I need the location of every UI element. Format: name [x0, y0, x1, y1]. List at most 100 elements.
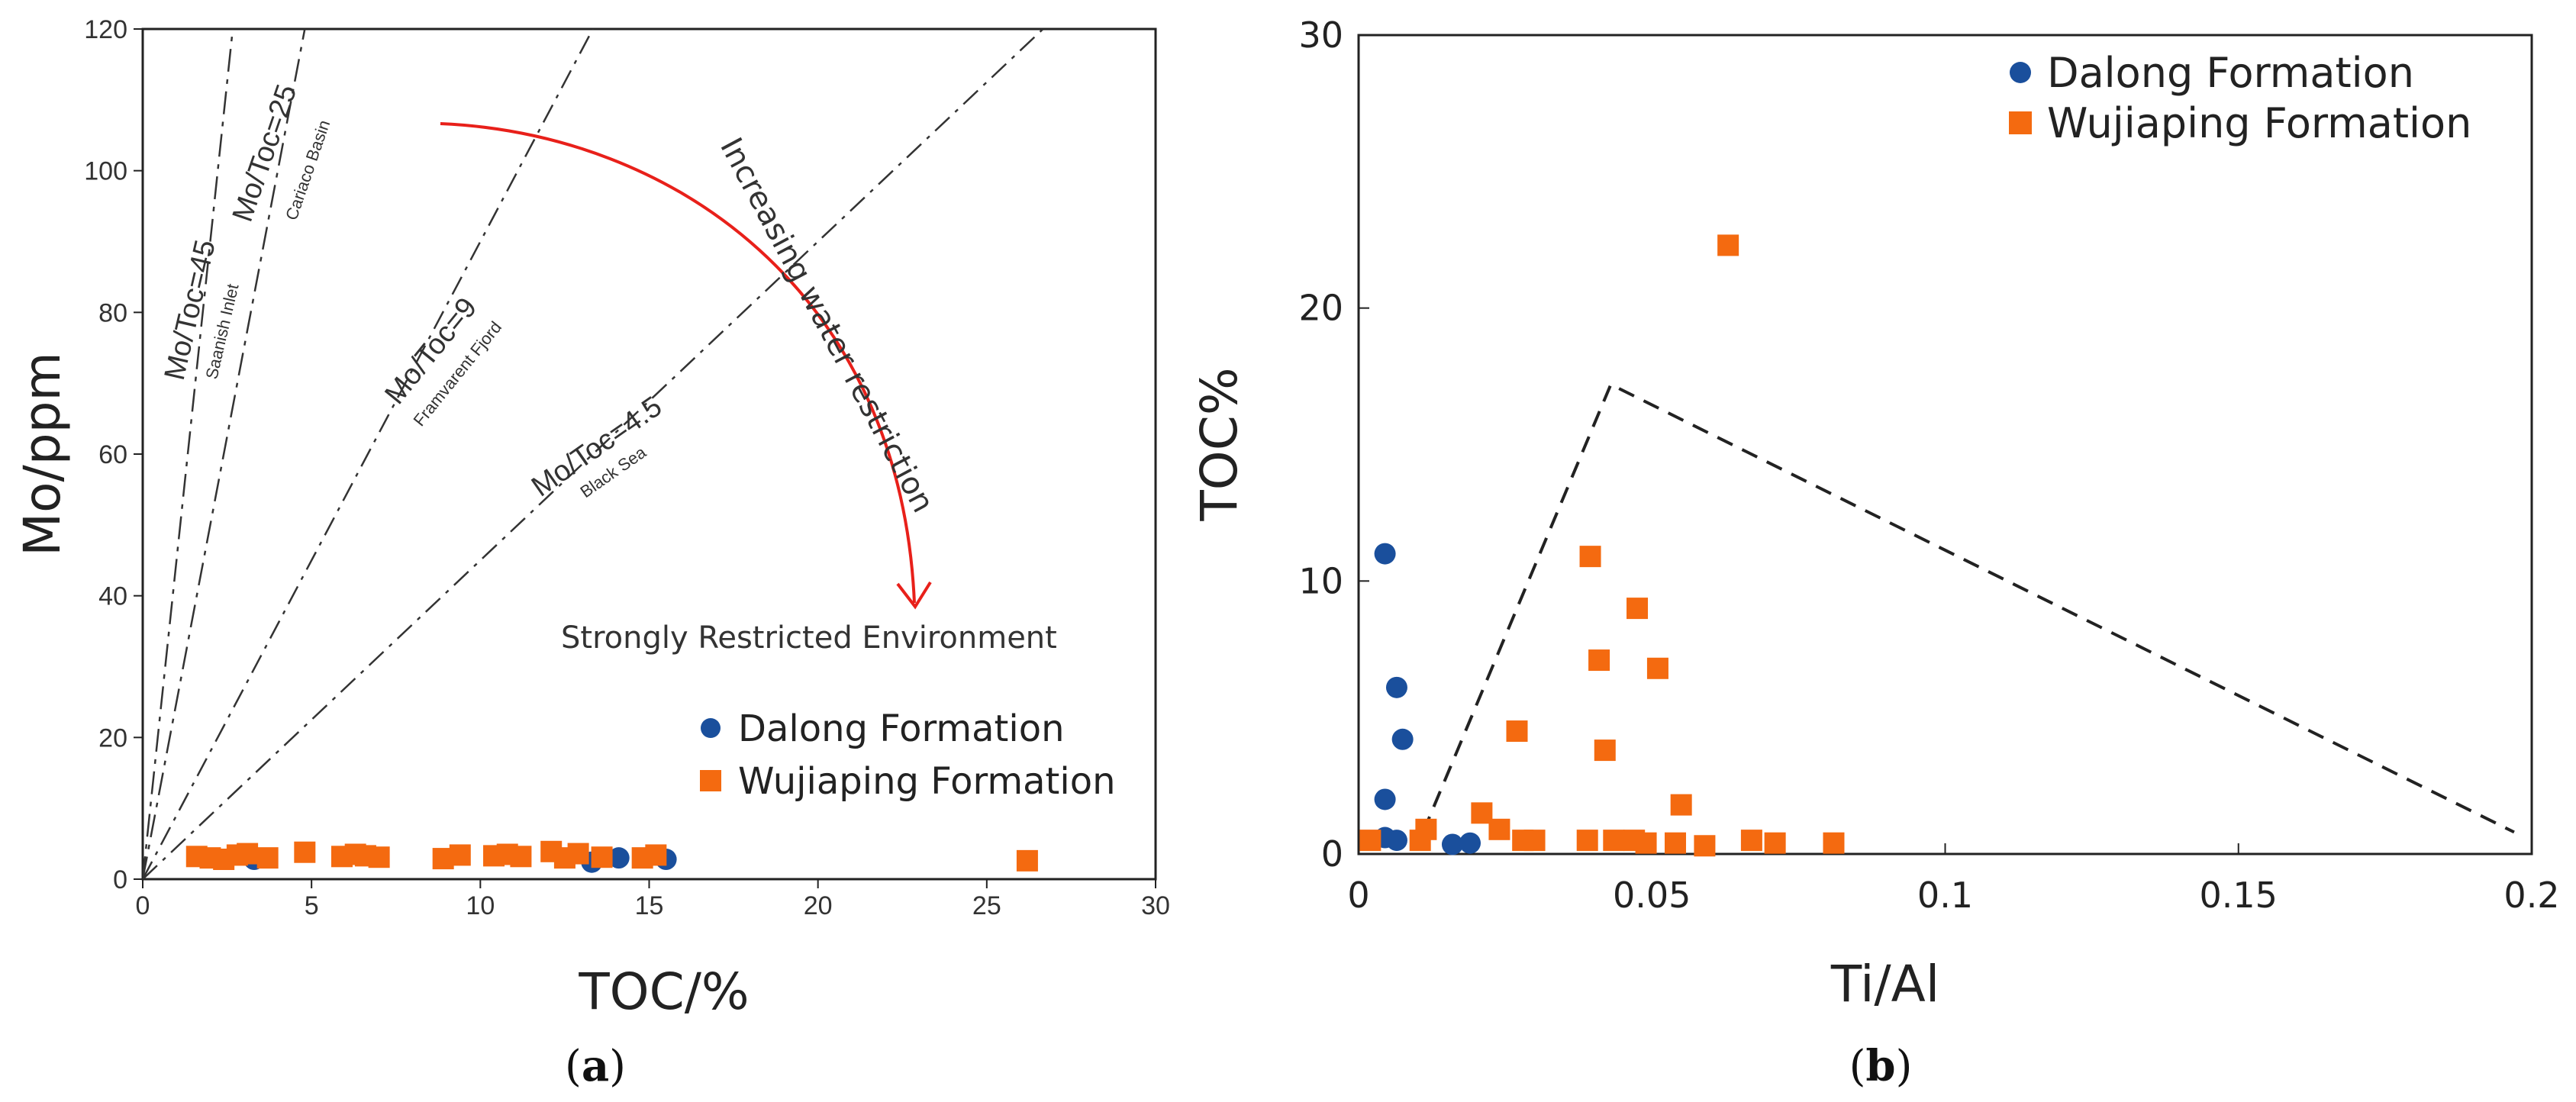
panel-a-y-axis-label: Mo/ppm [13, 352, 72, 556]
a-point-wujiaping [510, 846, 532, 868]
reference-line-45 [143, 29, 234, 879]
b-point-wujiaping [1523, 830, 1546, 852]
b-point-wujiaping [1488, 818, 1510, 840]
reference-line-4.5 [143, 29, 1044, 879]
legend-wujiaping-marker [700, 770, 721, 791]
b-xtick-label: 0.1 [1917, 875, 1973, 916]
legend-b-wujiaping-label: Wujiaping Formation [2047, 99, 2471, 147]
reference-line-25 [143, 29, 306, 879]
a-xtick-label: 15 [635, 891, 664, 920]
b-point-wujiaping [1646, 657, 1668, 679]
b-point-dalong [1374, 543, 1396, 565]
a-point-wujiaping [567, 843, 589, 865]
b-point-wujiaping [1717, 234, 1739, 256]
panel-b-x-axis-label: Ti/Al [1830, 955, 1939, 1013]
restriction-arrow-curve [440, 122, 916, 604]
b-point-wujiaping [1576, 830, 1598, 852]
strongly-restricted-environment-label: Strongly Restricted Environment [561, 620, 1057, 656]
b-point-dalong [1459, 832, 1481, 854]
b-ytick-label: 0 [1321, 833, 1343, 875]
reference-line-9 [143, 29, 594, 879]
b-point-wujiaping [1764, 832, 1786, 854]
legend-b-dalong-marker [2010, 62, 2031, 83]
b-point-wujiaping [1359, 830, 1381, 852]
b-point-dalong [1385, 676, 1407, 698]
a-ytick-label: 0 [113, 865, 127, 894]
caption-letter-b: b [1865, 1041, 1895, 1091]
b-point-dalong [1385, 830, 1407, 852]
b-point-wujiaping [1627, 598, 1649, 620]
b-ytick-label: 20 [1298, 288, 1343, 329]
panel-b-y-axis-label: TOC% [1190, 367, 1249, 521]
b-point-wujiaping [1635, 832, 1657, 854]
a-point-wujiaping [1016, 849, 1038, 872]
a-point-wujiaping [294, 841, 316, 863]
panel-a: 0 5 10 15 20 25 30 0 20 40 60 80 100 120 Mo/Toc=45 Sa… [13, 15, 1170, 1091]
caption-close-paren: ) [609, 1042, 626, 1091]
b-xtick-label: 0.15 [2200, 875, 2278, 916]
b-ytick-label: 30 [1298, 14, 1343, 56]
b-point-wujiaping [1579, 546, 1601, 568]
ref-sublabel-cariaco-basin: Cariaco Basin [282, 118, 334, 223]
b-point-wujiaping [1594, 740, 1616, 762]
a-ytick-label: 60 [98, 440, 127, 469]
a-ytick-label: 40 [98, 582, 127, 611]
panel-a-plot-frame [141, 27, 1157, 881]
a-xtick-label: 25 [972, 891, 1001, 920]
panel-b-dashed-envelope [1421, 382, 2515, 834]
panel-b-caption: (b) [1849, 1041, 1913, 1091]
b-point-wujiaping [1415, 818, 1437, 840]
b-point-wujiaping [1694, 835, 1716, 857]
panel-a-caption: (a) [565, 1041, 626, 1091]
panel-b-ticks: 0 0.05 0.1 0.15 0.2 0 10 20 30 [1298, 14, 2559, 916]
a-ytick-label: 20 [98, 723, 127, 752]
a-point-wujiaping [449, 844, 471, 866]
a-xtick-label: 10 [466, 891, 495, 920]
panel-b-data-points [1359, 234, 1845, 857]
b-point-wujiaping [1823, 832, 1845, 854]
legend-dalong-label: Dalong Formation [738, 707, 1065, 750]
a-point-wujiaping [368, 846, 390, 868]
panel-b-legend: Dalong Formation Wujiaping Formation [2009, 49, 2471, 147]
panel-b: 0 0.05 0.1 0.15 0.2 0 10 20 30 Dalong Formation … [1190, 14, 2560, 1091]
panel-b-plot-frame [1357, 34, 2533, 856]
a-xtick-label: 0 [136, 891, 150, 920]
b-point-wujiaping [1740, 830, 1762, 852]
legend-wujiaping-label: Wujiaping Formation [738, 760, 1115, 803]
a-point-dalong [608, 847, 630, 869]
a-xtick-label: 5 [305, 891, 319, 920]
a-xtick-label: 20 [804, 891, 833, 920]
a-ytick-label: 100 [84, 157, 127, 186]
b-xtick-label: 0 [1347, 875, 1369, 916]
legend-dalong-marker [701, 718, 721, 738]
b-point-wujiaping [1664, 832, 1686, 854]
a-point-wujiaping [645, 844, 667, 866]
a-point-wujiaping [591, 846, 613, 868]
panel-a-reference-lines [143, 29, 1044, 879]
legend-b-wujiaping-marker [2009, 111, 2032, 134]
a-ytick-label: 80 [98, 298, 127, 327]
panel-a-ticks: 0 5 10 15 20 25 30 0 20 40 60 80 100 120 [84, 15, 1170, 920]
b-xtick-label: 0.05 [1613, 875, 1691, 916]
panel-a-legend: Dalong Formation Wujiaping Formation [700, 707, 1115, 803]
a-point-wujiaping [256, 847, 279, 869]
restriction-arrow [440, 122, 932, 610]
b-point-wujiaping [1588, 649, 1610, 672]
b-point-wujiaping [1603, 830, 1625, 852]
caption-letter-a: a [582, 1041, 609, 1091]
a-ytick-label: 120 [84, 15, 127, 44]
a-point-wujiaping [237, 843, 259, 865]
caption-b-close-paren: ) [1896, 1042, 1913, 1091]
b-point-dalong [1374, 788, 1396, 810]
caption-open-paren: ( [565, 1042, 582, 1091]
b-ytick-label: 10 [1298, 560, 1343, 601]
b-point-dalong [1391, 728, 1414, 750]
panel-a-x-axis-label: TOC/% [578, 962, 749, 1021]
panel-a-reference-labels: Mo/Toc=45 Saanish Inlet Mo/Toc=25 Cariac… [159, 80, 668, 503]
panel-a-data-points [185, 840, 1038, 873]
a-xtick-label: 30 [1141, 891, 1170, 920]
restriction-arrow-head [896, 581, 932, 610]
legend-b-dalong-label: Dalong Formation [2047, 49, 2414, 97]
b-point-wujiaping [1506, 720, 1528, 743]
